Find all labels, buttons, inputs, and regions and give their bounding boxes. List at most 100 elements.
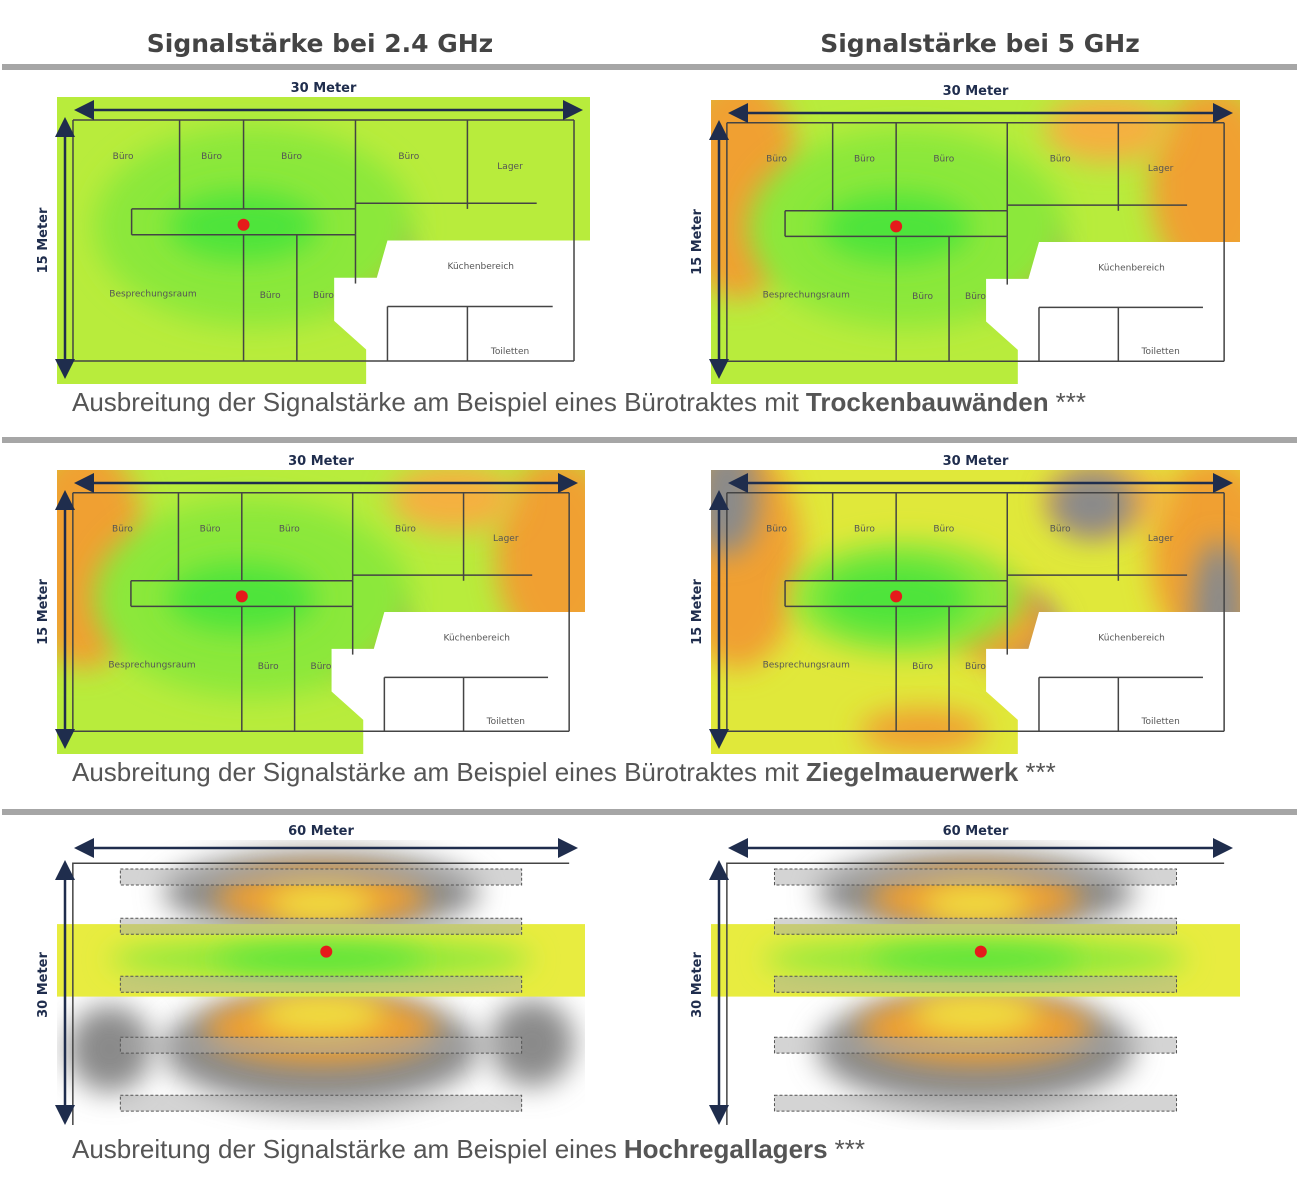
heat-zone [1044,100,1172,163]
heat-zone [268,886,374,922]
cutout [986,242,1240,384]
heat-zone [1150,100,1240,285]
shelf [119,917,523,935]
width-label: 30 Meter [288,454,354,469]
room-label: Toiletten [1140,717,1179,727]
heatmap-panel: Büro Büro Büro Büro Lager Küchenbereich Bespre… [36,81,590,384]
caption-bold: Ziegelmauerwerk [806,757,1019,787]
room-label: Büro [854,524,875,534]
room-label: Büro [398,152,419,162]
room-label: Büro [965,292,986,302]
room-label: Besprechungsraum [763,290,850,300]
access-point [235,590,248,603]
room-label: Toiletten [1140,347,1179,357]
shelf [773,1036,1178,1054]
caption-bold: Hochregallagers [624,1134,828,1164]
heatmap [711,100,1240,384]
caption-suffix: *** [835,1134,865,1164]
room-label: Besprechungsraum [108,660,195,670]
room-label: Büro [200,524,221,534]
heatmap-panel: 60 Meter 30 Meter [690,824,1240,1125]
room-label: Büro [933,154,954,164]
caption-bold: Trockenbauwänden [806,387,1049,417]
heat-zone [215,947,427,971]
heatmap-panel: Büro Büro Büro Büro Lager Küchenbereich Bespre… [690,454,1240,754]
room-label: Büro [112,524,133,534]
access-point [237,218,250,231]
caption: Ausbreitung der Signalstärke am Beispiel… [72,387,1086,417]
caption: Ausbreitung der Signalstärke am Beispiel… [72,757,1056,787]
shelf [773,1094,1178,1112]
room-label: Lager [497,162,523,172]
room-label: Toiletten [490,347,529,357]
shelf [119,1094,523,1112]
heat-zone [489,999,575,1087]
room-label: Büro [766,524,787,534]
heat-zone [912,993,1039,1035]
caption-text: Ausbreitung der Signalstärke am Beispiel… [72,757,800,787]
cutout [331,612,585,754]
caption-text: Ausbreitung der Signalstärke am Beispiel… [72,387,800,417]
room-label: Lager [493,534,519,544]
room-label: Lager [1148,164,1174,174]
access-point [320,945,333,958]
header: Signalstärke bei 2.4 GHz [147,29,493,58]
heat-zone [389,470,517,533]
heatmap [57,470,585,754]
divider [2,809,1297,815]
room-label: Toiletten [486,717,525,727]
shelf [119,975,523,993]
room-label: Büro [113,152,134,162]
cutout [986,612,1240,754]
shelf [119,1036,523,1054]
room-label: Büro [258,662,279,672]
room-label: Büro [313,291,334,301]
room-label: Büro [1050,154,1071,164]
caption-suffix: *** [1056,387,1086,417]
room-label: Büro [912,292,933,302]
access-point [890,220,903,233]
height-label: 15 Meter [690,209,705,275]
heat-zone [257,993,385,1035]
header: Signalstärke bei 5 GHz [820,29,1140,58]
height-label: 15 Meter [36,579,51,645]
height-label: 30 Meter [690,952,705,1018]
room-label: Büro [1050,524,1071,534]
heat-zone [495,470,585,655]
heatmap-panel: Büro Büro Büro Büro Lager Küchenbereich Bespre… [690,84,1240,384]
width-label: 60 Meter [288,824,354,839]
divider [2,437,1297,443]
room-label: Büro [311,662,332,672]
room-label: Besprechungsraum [109,289,196,299]
caption-suffix: *** [1025,757,1055,787]
room-label: Büro [965,662,986,672]
height-label: 30 Meter [36,952,51,1018]
caption-text: Ausbreitung der Signalstärke am Beispiel… [72,1134,617,1164]
room-label: Büro [766,154,787,164]
heat-zone [67,1005,153,1093]
heat-zone [869,947,1082,971]
room-label: Besprechungsraum [763,660,850,670]
caption: Ausbreitung der Signalstärke am Beispiel… [72,1134,865,1164]
height-label: 15 Meter [690,579,705,645]
room-label: Büro [201,152,222,162]
room-label: Büro [933,524,954,534]
width-label: 30 Meter [943,454,1009,469]
room-label: Büro [281,152,302,162]
room-label: Büro [279,524,300,534]
room-label: Küchenbereich [447,262,514,272]
room-label: Büro [260,291,281,301]
heatmap [711,470,1240,754]
room-label: Büro [912,662,933,672]
room-label: Büro [854,154,875,164]
width-label: 30 Meter [943,84,1009,99]
shelf [773,975,1178,993]
divider [2,64,1297,70]
room-label: Küchenbereich [444,633,511,643]
width-label: 60 Meter [943,824,1009,839]
room-label: Büro [395,524,416,534]
shelf [773,917,1178,935]
heatmap-panel: 60 Meter 30 Meter [36,824,585,1125]
room-label: Küchenbereich [1098,633,1165,643]
